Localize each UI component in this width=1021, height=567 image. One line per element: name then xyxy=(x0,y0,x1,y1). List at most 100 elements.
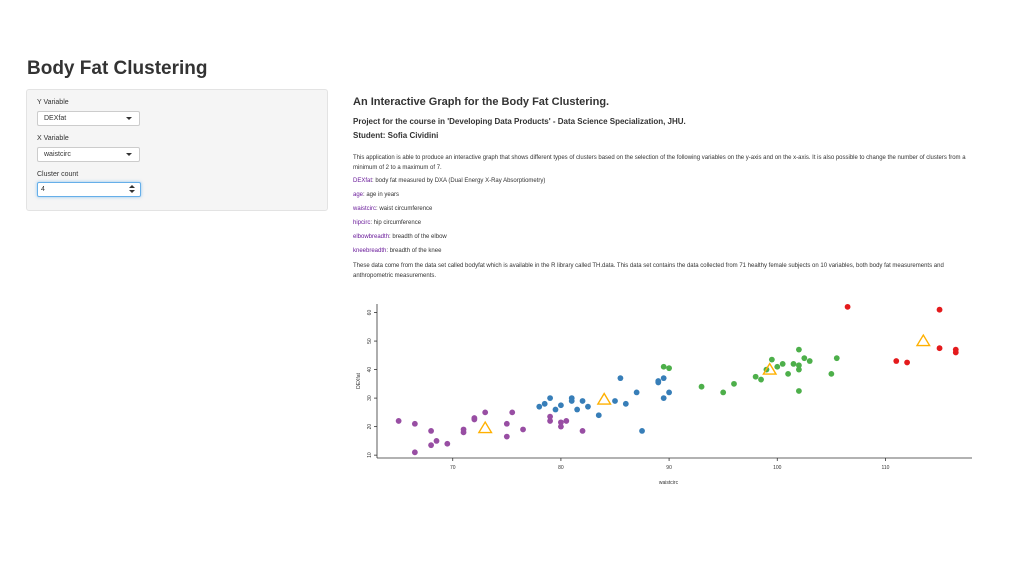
data-point xyxy=(844,303,851,310)
cluster-center-marker xyxy=(915,333,931,347)
data-point xyxy=(660,375,667,382)
y-tick-label: 40 xyxy=(367,367,373,373)
spinner-down-icon[interactable] xyxy=(129,190,135,193)
y-variable-select[interactable]: DEXfat xyxy=(37,111,140,126)
cluster-center-marker xyxy=(762,362,778,375)
data-point xyxy=(655,379,662,386)
data-point xyxy=(666,365,672,372)
cluster-center-marker xyxy=(477,420,493,434)
data-point xyxy=(595,412,602,419)
variable-name: waistcirc xyxy=(353,206,377,212)
data-point xyxy=(796,388,802,394)
y-tick-label: 60 xyxy=(367,310,373,316)
main-title: An Interactive Graph for the Body Fat Cl… xyxy=(353,96,610,108)
data-point xyxy=(411,449,418,456)
data-point xyxy=(828,370,835,377)
data-point xyxy=(904,359,910,366)
data-point xyxy=(720,389,727,396)
data-point xyxy=(552,406,559,413)
data-point xyxy=(509,409,516,416)
cluster-count-input[interactable]: 4 xyxy=(37,182,141,197)
data-point xyxy=(660,363,667,370)
intro-paragraph: This application is able to produce an i… xyxy=(353,155,966,171)
x-variable-value: waistcirc xyxy=(44,151,71,158)
data-point xyxy=(579,428,586,434)
cluster-count-label: Cluster count xyxy=(37,171,79,178)
data-point xyxy=(547,418,553,424)
variable-item: hipcirc: hip circumference xyxy=(353,220,421,226)
variable-name: age xyxy=(353,192,364,198)
data-point xyxy=(952,346,959,353)
data-point xyxy=(698,383,705,390)
data-point xyxy=(666,389,672,396)
variable-name: DEXfat xyxy=(353,178,373,184)
variable-desc: : hip circumference xyxy=(370,220,422,226)
data-point xyxy=(774,363,781,370)
x-tick-label: 110 xyxy=(881,465,889,471)
student-subtitle: Student: Sofia Cividini xyxy=(353,131,439,140)
chevron-down-icon xyxy=(126,153,132,156)
variable-item: elbowbreadth: breadth of the elbow xyxy=(353,234,447,240)
y-variable-value: DEXfat xyxy=(44,115,67,122)
data-point xyxy=(639,428,645,434)
data-point xyxy=(633,389,640,396)
variable-item: waistcirc: waist circumference xyxy=(353,206,432,212)
data-point xyxy=(444,440,451,447)
x-tick-label: 90 xyxy=(666,465,672,471)
data-point xyxy=(796,366,802,373)
data-point xyxy=(779,360,786,367)
data-point xyxy=(568,395,575,402)
data-point xyxy=(801,355,808,362)
data-point xyxy=(428,428,434,434)
spinner-up-icon[interactable] xyxy=(129,185,135,188)
data-point xyxy=(617,375,624,382)
data-point xyxy=(622,400,629,407)
variable-name: elbowbreadth xyxy=(353,234,390,240)
x-axis-label: waistcirc xyxy=(659,480,679,486)
data-point xyxy=(796,362,802,369)
variable-name: kneebreadth xyxy=(353,248,387,254)
data-point xyxy=(752,373,759,380)
cluster-center-marker xyxy=(596,392,612,405)
variable-desc: : breadth of the elbow xyxy=(389,234,447,240)
data-point xyxy=(428,442,434,449)
data-point xyxy=(558,402,564,409)
data-point xyxy=(471,415,478,421)
data-point xyxy=(536,403,543,410)
data-point xyxy=(563,418,570,424)
data-point xyxy=(806,358,813,364)
data-point xyxy=(460,426,467,433)
y-variable-label: Y Variable xyxy=(37,99,69,106)
data-point xyxy=(558,423,564,430)
data-point xyxy=(768,356,775,363)
data-point xyxy=(936,306,943,313)
variable-item: DEXfat: body fat measured by DXA (Dual E… xyxy=(353,178,545,184)
data-point xyxy=(547,413,553,420)
x-tick-label: 70 xyxy=(450,465,456,471)
x-variable-label: X Variable xyxy=(37,135,69,142)
data-point xyxy=(433,437,440,444)
sidebar-panel: Y Variable DEXfat X Variable waistcirc C… xyxy=(26,89,328,211)
data-point xyxy=(790,360,797,367)
x-tick-label: 100 xyxy=(773,465,782,471)
variable-desc: : age in years xyxy=(363,192,400,198)
data-point xyxy=(541,400,548,407)
variable-desc: : breadth of the knee xyxy=(386,248,442,254)
data-point xyxy=(585,403,591,410)
data-point xyxy=(395,418,402,424)
data-point xyxy=(411,420,418,427)
y-tick-label: 30 xyxy=(367,395,373,401)
data-point xyxy=(579,398,586,404)
data-point xyxy=(612,398,618,404)
data-point xyxy=(936,345,943,352)
variable-desc: : body fat measured by DXA (Dual Energy … xyxy=(372,178,546,184)
data-point xyxy=(482,409,489,416)
app-title: Body Fat Clustering xyxy=(27,58,208,79)
data-point xyxy=(558,419,564,426)
data-point xyxy=(833,355,840,362)
x-variable-select[interactable]: waistcirc xyxy=(37,147,140,162)
spinner-icon[interactable] xyxy=(129,185,135,194)
variable-desc: : waist circumference xyxy=(376,206,433,212)
data-point xyxy=(758,376,764,383)
cluster-scatter-plot: 70 80 90 100 110 10 20 30 40 50 60 waistcirc DEXfat xyxy=(356,303,972,486)
